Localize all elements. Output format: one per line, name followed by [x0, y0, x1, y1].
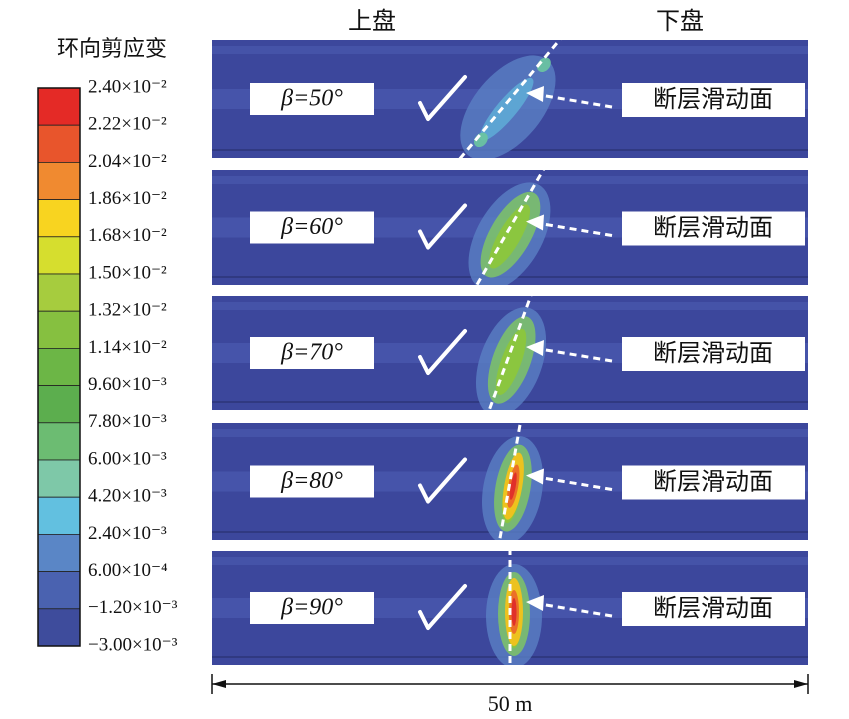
legend-label: −3.00×10⁻³: [88, 634, 178, 655]
strain-zone: [509, 472, 517, 500]
annotation-box: [622, 337, 805, 371]
annotation-arrowhead: [526, 340, 544, 356]
legend-swatch: [37, 459, 81, 498]
legend-label: 2.40×10⁻²: [88, 76, 167, 97]
legend-label: 9.60×10⁻³: [88, 374, 167, 395]
slip-arrow: [418, 203, 467, 250]
annotation: 断层滑动面: [653, 468, 773, 496]
annotation-leader: [539, 602, 613, 618]
annotation-leader: [539, 93, 613, 109]
slip-arrow: [418, 457, 467, 504]
annotation-leader: [539, 222, 613, 237]
beta-label: β=50°: [280, 86, 343, 112]
legend-label: 1.50×10⁻²: [88, 262, 167, 283]
legend-label: −1.20×10⁻³: [88, 597, 178, 618]
annotation-box: [622, 592, 805, 626]
annotation-arrowhead: [526, 595, 544, 611]
band: [212, 46, 808, 54]
annotation-arrowhead: [526, 468, 544, 485]
strain-zone: [511, 598, 517, 626]
annotation-arrowhead: [526, 214, 544, 231]
band: [212, 429, 808, 437]
strain-zone: [479, 77, 534, 141]
legend-label: 6.00×10⁻³: [88, 448, 167, 469]
slip-arrow: [418, 75, 467, 121]
annotation-leader: [539, 347, 613, 363]
legend-swatch: [37, 571, 81, 610]
legend-label: 1.68×10⁻²: [88, 225, 167, 246]
beta-box: [250, 211, 374, 244]
legend-label: 1.32×10⁻²: [88, 300, 167, 321]
beta-label: β=80°: [280, 468, 343, 494]
legend-swatch: [37, 87, 81, 126]
legend-swatch: [37, 385, 81, 424]
footwall-label: 下盘: [656, 7, 704, 35]
strain-zone: [488, 204, 531, 269]
legend-title: 环向剪应变: [57, 37, 167, 62]
strain-zone: [495, 328, 527, 395]
legend-swatch: [37, 347, 81, 386]
legend-swatch: [37, 310, 81, 349]
legend-label: 6.00×10⁻⁴: [88, 560, 168, 581]
legend-swatch: [37, 608, 81, 647]
hanging-wall-label: 上盘: [348, 7, 396, 35]
fault-line: [458, 40, 562, 158]
legend-label: 1.14×10⁻²: [88, 337, 167, 358]
legend-label: 2.40×10⁻³: [88, 523, 167, 544]
legend-label: 2.22×10⁻²: [88, 114, 167, 135]
legend-label: 7.80×10⁻³: [88, 411, 167, 432]
annotation-box: [622, 211, 805, 246]
scale-label: 50 m: [488, 691, 533, 716]
beta-box: [250, 83, 374, 115]
legend-frame: [37, 87, 81, 647]
legend-swatch: [37, 534, 81, 573]
band: [212, 176, 808, 184]
scale-arrow: [212, 680, 226, 688]
beta-label: β=90°: [280, 595, 343, 621]
slip-arrow: [418, 584, 467, 630]
legend-label: 4.20×10⁻³: [88, 486, 167, 507]
band: [212, 302, 808, 310]
annotation-box: [622, 465, 805, 500]
legend-swatch: [37, 124, 81, 163]
annotation: 断层滑动面: [653, 339, 773, 367]
annotation-arrowhead: [526, 86, 544, 102]
beta-box: [250, 337, 374, 369]
scale-arrow: [794, 680, 808, 688]
annotation: 断层滑动面: [653, 594, 773, 622]
slip-arrow: [418, 329, 467, 375]
legend-swatch: [37, 496, 81, 535]
beta-box: [250, 465, 374, 498]
fault-line: [475, 170, 545, 285]
beta-label: β=70°: [280, 340, 343, 366]
legend-swatch: [37, 161, 81, 200]
annotation: 断层滑动面: [653, 85, 773, 113]
annotation-leader: [539, 476, 613, 491]
annotation: 断层滑动面: [653, 214, 773, 242]
legend-swatch: [37, 273, 81, 312]
beta-box: [250, 592, 374, 624]
legend-swatch: [37, 422, 81, 461]
legend-swatch: [37, 236, 81, 275]
legend-label: 1.86×10⁻²: [88, 188, 167, 209]
annotation-box: [622, 83, 805, 117]
legend-swatch: [37, 199, 81, 238]
legend-label: 2.04×10⁻²: [88, 151, 167, 172]
beta-label: β=60°: [280, 214, 343, 240]
